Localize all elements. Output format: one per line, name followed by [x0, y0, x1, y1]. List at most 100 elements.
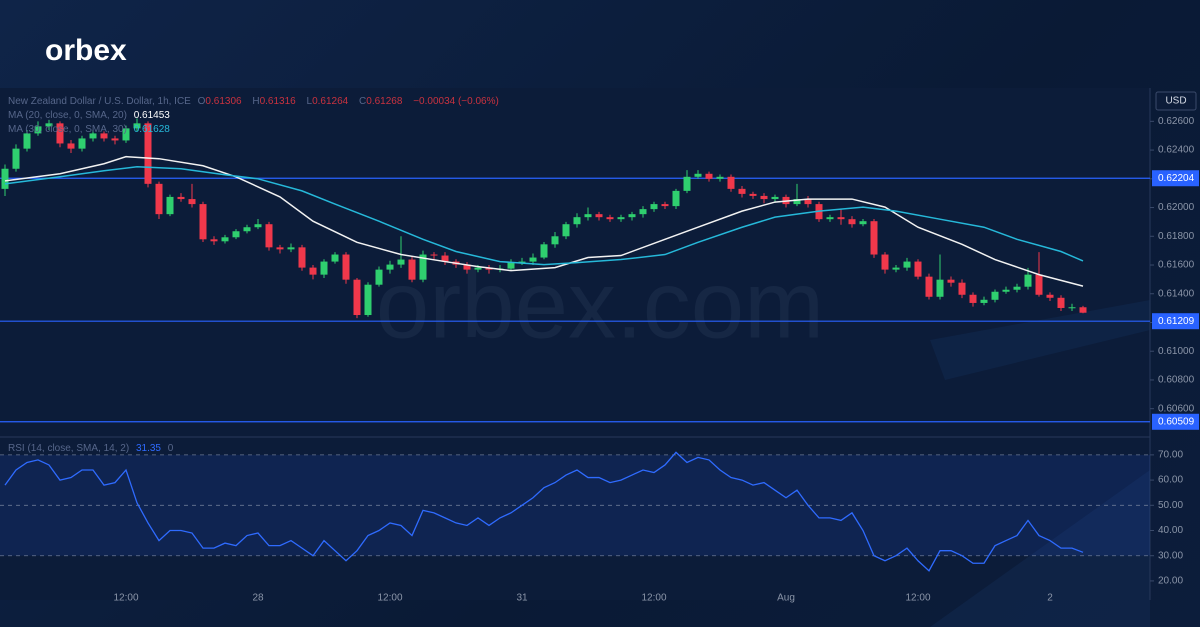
ohlc: L0.61264 [307, 96, 353, 107]
candle-body [419, 254, 427, 280]
candle-body [243, 227, 251, 232]
legend-extra: 0 [167, 443, 174, 454]
candle-body [529, 257, 537, 262]
x-tick-label: 28 [252, 593, 264, 604]
candle-body [947, 279, 955, 283]
ohlc-label: O [197, 96, 206, 107]
candle-body [23, 133, 31, 149]
candle-body [364, 284, 372, 316]
candle-body [331, 254, 339, 262]
candle-body [1057, 297, 1065, 308]
candle-body [881, 254, 889, 270]
decoration [930, 300, 1150, 380]
candle-body [969, 294, 977, 303]
ma-legend: MA (20, close, 0, SMA, 20) 0.61453 [8, 110, 174, 121]
ohlc-value: 0.61264 [312, 96, 349, 107]
candle-body [89, 133, 97, 139]
y-tick-label: 50.00 [1158, 500, 1183, 511]
candle-body [716, 176, 724, 179]
layer: 0.626000.624000.622000.620000.618000.616… [0, 116, 1199, 604]
y-tick-label: 0.62000 [1158, 202, 1195, 213]
x-tick-label: 12:00 [113, 593, 138, 604]
x-tick-label: 12:00 [905, 593, 930, 604]
candle-body [837, 217, 845, 220]
legend-value: 0.61453 [133, 110, 170, 121]
candle-body [276, 247, 284, 250]
candle-body [958, 282, 966, 295]
candle-body [1079, 307, 1087, 313]
x-tick-label: Aug [777, 593, 795, 604]
candle-body [617, 217, 625, 220]
candle-body [441, 255, 449, 262]
candle-body [1002, 289, 1010, 292]
candle-body [672, 190, 680, 207]
candle-body [771, 196, 779, 200]
candle-body [738, 188, 746, 194]
rsi-line [4, 451, 1084, 572]
candle-body [683, 176, 691, 191]
legend-title: New Zealand Dollar / U.S. Dollar, 1h, IC… [8, 96, 191, 107]
decoration [930, 470, 1150, 627]
change: −0.00034 (−0.06%) [413, 96, 499, 107]
y-tick-label: 0.61600 [1158, 260, 1195, 271]
candle-body [661, 204, 669, 207]
candle-body [199, 204, 207, 240]
candle-body [1013, 286, 1021, 290]
ohlc-label: C [359, 96, 367, 107]
candle-body [628, 214, 636, 218]
level-label-box [1152, 313, 1199, 330]
candle-body [1024, 274, 1032, 287]
candle-body [606, 217, 614, 220]
candle-body [78, 138, 86, 149]
level-label: 0.62204 [1158, 173, 1195, 184]
candle-body [353, 279, 361, 316]
candle-body [793, 199, 801, 205]
y-tick-label: 0.62600 [1158, 116, 1195, 127]
y-tick-label: 0.61400 [1158, 288, 1195, 299]
y-tick-label: 0.62400 [1158, 145, 1195, 156]
ohlc: O0.61306 [198, 96, 246, 107]
y-tick-label: 60.00 [1158, 475, 1183, 486]
candle-body [903, 261, 911, 268]
candle-body [100, 133, 108, 139]
candle-body [639, 209, 647, 215]
currency-box [1155, 91, 1197, 111]
level-label-box [1152, 170, 1199, 187]
candle-body [760, 195, 768, 200]
candle-body [859, 221, 867, 225]
candle-body [507, 262, 515, 269]
candle-body [144, 123, 152, 184]
candle-body [265, 224, 273, 248]
y-tick-label: 30.00 [1158, 550, 1183, 561]
candle-body [749, 193, 757, 196]
ma-line [4, 155, 1084, 287]
candle-body [122, 128, 130, 141]
candle-body [34, 126, 42, 134]
candle-body [133, 123, 141, 129]
brand-logo: orbex [45, 34, 127, 67]
candle-body [166, 196, 174, 215]
level-label-box [1152, 413, 1199, 430]
candle-body [694, 173, 702, 177]
x-tick-label: 12:00 [377, 593, 402, 604]
x-tick-label: 12:00 [641, 593, 666, 604]
ma-legend: MA (30, close, 0, SMA, 30) 0.61628 [8, 124, 174, 135]
candle-body [342, 254, 350, 280]
candle-body [397, 259, 405, 265]
candle-body [518, 261, 526, 263]
legend-entry: MA (20, close, 0, SMA, 20) [8, 110, 127, 121]
y-tick-label: 0.60800 [1158, 375, 1195, 386]
rsi-legend: RSI (14, close, SMA, 14, 2) 31.35 0 [8, 443, 177, 454]
y-tick-label: 0.61800 [1158, 231, 1195, 242]
x-tick-label: 31 [516, 593, 528, 604]
candle-body [727, 176, 735, 189]
ohlc-value: 0.61306 [205, 96, 242, 107]
candle-body [386, 264, 394, 270]
ohlc-label: H [252, 96, 260, 107]
legend-entry: MA (30, close, 0, SMA, 30) [8, 124, 127, 135]
ohlc: H0.61316 [252, 96, 299, 107]
ohlc: C0.61268 [359, 96, 406, 107]
candle-body [210, 239, 218, 242]
